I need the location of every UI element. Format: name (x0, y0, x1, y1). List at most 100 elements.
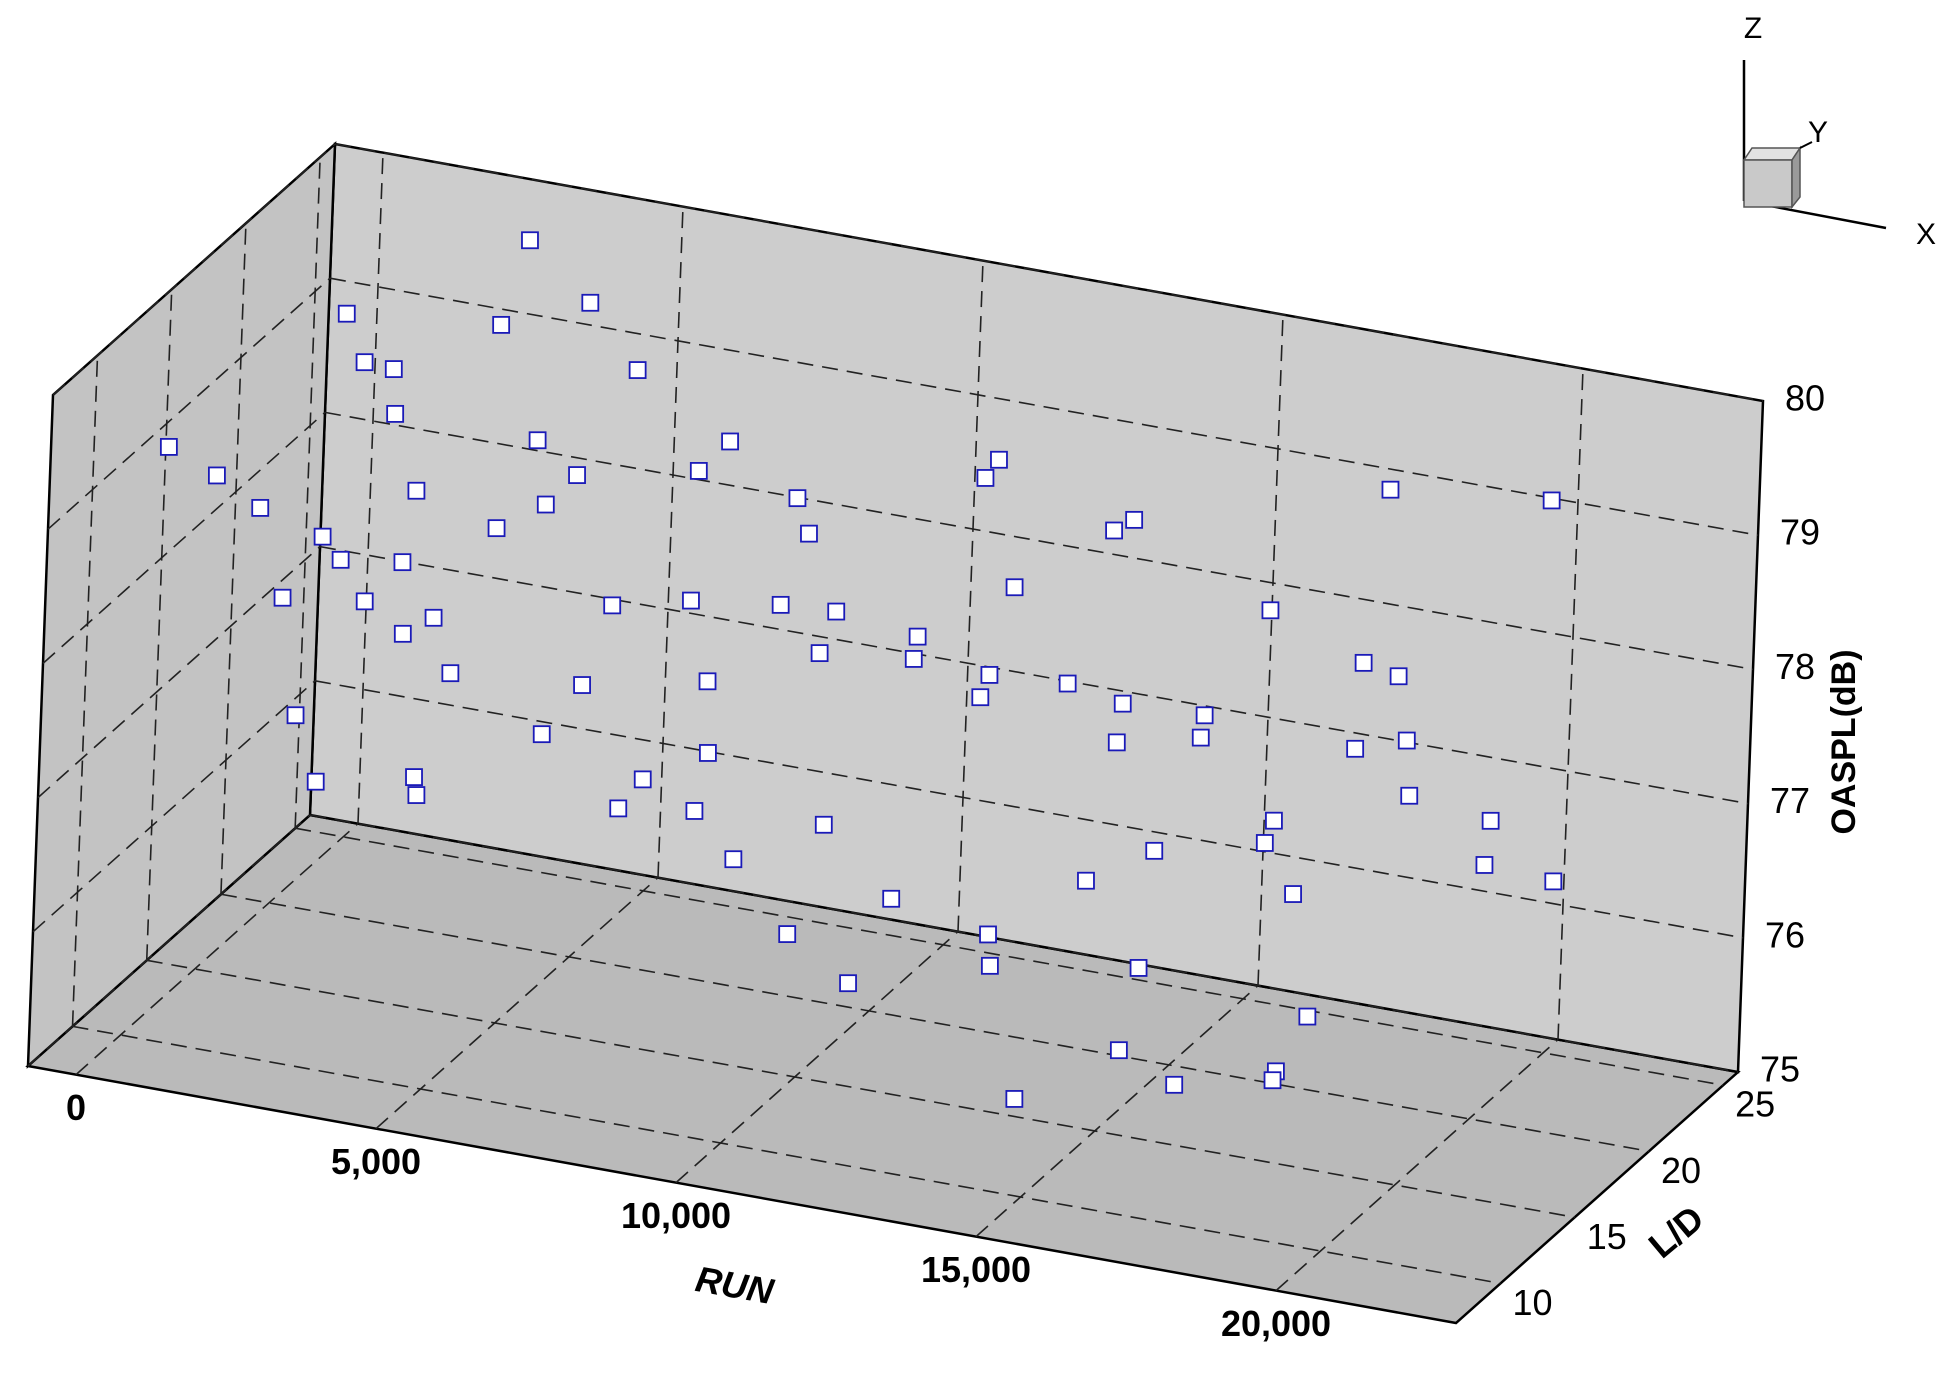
point (1195, 706, 1214, 725)
triad-cube-front (1743, 159, 1793, 208)
point (1191, 728, 1210, 747)
x-tick-label: 20,000 (1221, 1303, 1331, 1344)
point (685, 802, 704, 820)
point (251, 498, 270, 517)
point (492, 315, 511, 334)
point (1475, 856, 1494, 874)
point (337, 304, 356, 323)
point (207, 466, 226, 485)
point (908, 627, 927, 646)
point (1298, 1007, 1317, 1026)
point (810, 644, 829, 663)
grid-line (1557, 368, 1584, 1040)
grid-line (1257, 314, 1284, 986)
grid-line (220, 223, 247, 895)
point (698, 744, 717, 762)
point (536, 495, 555, 514)
point (1400, 786, 1419, 805)
y-tick-label: 10 (1513, 1282, 1553, 1323)
point (698, 672, 717, 691)
point (1542, 491, 1561, 510)
grid-line (75, 823, 359, 1076)
point (976, 469, 995, 487)
x-tick-label: 10,000 (621, 1195, 731, 1236)
point (1284, 885, 1302, 903)
points (159, 231, 1563, 1108)
grid-line (324, 411, 1754, 671)
z-tick-label: 77 (1770, 780, 1810, 821)
point (609, 799, 628, 818)
point (1165, 1075, 1184, 1094)
grid-line (27, 814, 311, 1067)
y-axis-title: L/D (1641, 1197, 1712, 1266)
point (393, 624, 412, 643)
grid-line (52, 143, 336, 396)
point (573, 676, 591, 694)
grid-line (675, 931, 959, 1184)
point (990, 450, 1008, 469)
walls (25, 141, 1765, 1325)
grid-line (319, 545, 1749, 805)
point (313, 527, 332, 546)
grid-line (334, 143, 1764, 402)
point (286, 706, 305, 725)
grid-line (220, 893, 1650, 1153)
point (1346, 739, 1365, 758)
point (1481, 811, 1500, 830)
point (581, 293, 600, 312)
grid-line (145, 289, 173, 961)
z-tick-label: 79 (1780, 512, 1820, 553)
grid-line (357, 152, 384, 824)
point (441, 664, 460, 683)
grid-line (72, 1025, 1501, 1285)
grid-line (314, 680, 1744, 939)
point (1105, 521, 1124, 540)
triad-y-line (1799, 141, 1813, 149)
x-tick-label: 0 (66, 1087, 86, 1128)
triad-cube-top (1742, 147, 1802, 161)
point (1544, 872, 1563, 891)
point (771, 595, 790, 614)
axis-triad: X Y Z (1742, 12, 1936, 251)
point (1005, 578, 1024, 597)
point (331, 550, 350, 569)
grid (27, 143, 1764, 1292)
grid-line (1275, 1039, 1559, 1292)
point (1261, 601, 1280, 620)
point (1389, 667, 1408, 686)
grid-line (957, 260, 984, 932)
point (1265, 811, 1283, 830)
triad-cube-side (1791, 145, 1801, 210)
grid-line (37, 546, 321, 799)
point (273, 588, 292, 607)
triad-x-label: X (1916, 218, 1936, 251)
point (568, 466, 586, 484)
point (1354, 653, 1373, 672)
point (1058, 674, 1077, 693)
point (1255, 834, 1274, 852)
z-tick-label: 80 (1785, 378, 1825, 419)
grid-line (71, 355, 99, 1027)
point (306, 772, 325, 791)
point (603, 596, 622, 615)
point (407, 481, 426, 500)
point (721, 432, 739, 451)
point (800, 524, 818, 543)
point (1005, 1090, 1024, 1108)
point (1113, 694, 1132, 713)
x-axis-title: RUN (693, 1258, 778, 1312)
grid-line (42, 411, 326, 664)
point (1397, 731, 1416, 750)
point (778, 925, 797, 943)
point (1381, 480, 1400, 499)
point (633, 770, 652, 789)
point (1077, 871, 1095, 890)
point (1125, 510, 1144, 529)
point (407, 786, 426, 804)
point (528, 431, 547, 450)
z-axis-title: OASPL(dB) (1825, 649, 1863, 834)
z-tick-label: 76 (1765, 914, 1805, 955)
point (788, 489, 807, 508)
